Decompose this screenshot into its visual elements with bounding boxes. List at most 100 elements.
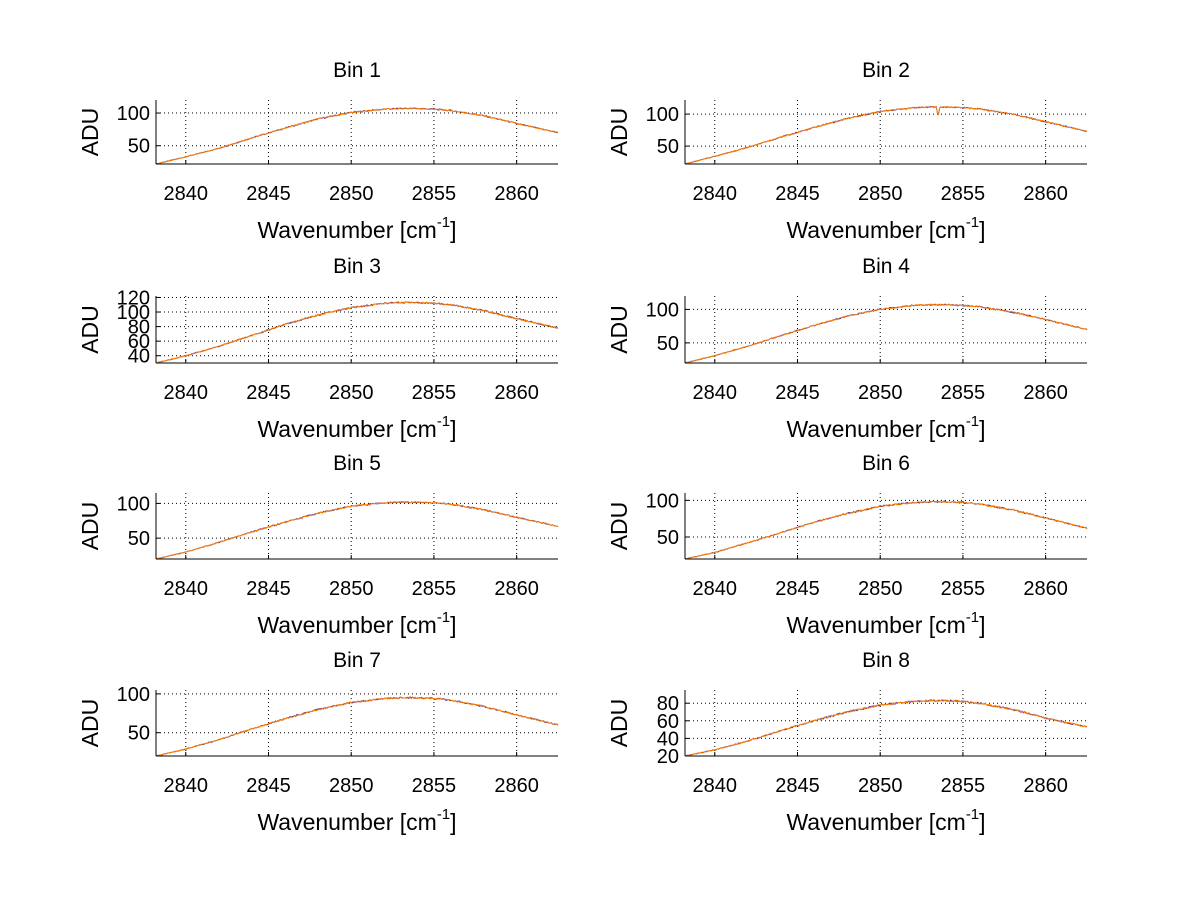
y-axis-label: ADU	[606, 108, 632, 157]
x-axis-label: Wavenumber [cm-1]	[257, 609, 456, 638]
x-tick-label: 2850	[858, 183, 903, 205]
x-tick-label: 2850	[329, 775, 374, 797]
x-tick-label: 2860	[494, 578, 539, 600]
x-tick-label: 2845	[246, 183, 291, 205]
y-axis-label: ADU	[77, 699, 103, 748]
x-tick-label: 2840	[164, 183, 209, 205]
x-tick-label: 2860	[1023, 183, 1068, 205]
x-tick-label: 2845	[775, 775, 820, 797]
x-tick-label: 2855	[412, 382, 457, 404]
x-tick-label: 2840	[164, 578, 209, 600]
y-tick-label: 50	[128, 136, 150, 158]
subplot-title: Bin 3	[333, 255, 381, 278]
y-tick-label: 40	[657, 728, 679, 750]
subplot-title: Bin 2	[862, 59, 910, 82]
y-tick-label: 100	[646, 490, 679, 512]
x-tick-label: 2845	[246, 382, 291, 404]
subplot-title: Bin 8	[862, 649, 910, 672]
subplot-7: 2840 2845 2850 2855 2860 50 100 Bin 7 Wavenumber…	[77, 649, 559, 835]
x-axis-label: Wavenumber [cm-1]	[786, 214, 985, 243]
y-tick-label: 100	[646, 104, 679, 126]
subplot-title: Bin 4	[862, 255, 910, 278]
y-axis-label: ADU	[606, 305, 632, 354]
plot-area	[685, 690, 1087, 756]
x-tick-label: 2840	[693, 382, 738, 404]
y-tick-label: 80	[657, 693, 679, 715]
subplot-1: 2840 2845 2850 2855 2860 50 100 Bin 1 Wavenumber…	[77, 59, 559, 243]
x-tick-label: 2850	[329, 578, 374, 600]
x-tick-label: 2840	[693, 775, 738, 797]
subplot-4: 2840 2845 2850 2855 2860 50 100 Bin 4 Wavenumber…	[606, 255, 1088, 442]
plot-area	[156, 493, 558, 559]
x-tick-label: 2860	[1023, 382, 1068, 404]
x-tick-label: 2840	[693, 183, 738, 205]
series-line-measured	[155, 500, 559, 560]
x-tick-label: 2850	[858, 578, 903, 600]
x-tick-label: 2860	[494, 382, 539, 404]
y-axis-label: ADU	[77, 305, 103, 354]
y-axis-label: ADU	[77, 502, 103, 551]
x-tick-label: 2845	[246, 775, 291, 797]
series-line-measured	[155, 301, 559, 364]
x-axis-label: Wavenumber [cm-1]	[257, 806, 456, 835]
y-tick-label: 20	[657, 746, 679, 768]
x-tick-label: 2860	[1023, 578, 1068, 600]
y-axis-label: ADU	[606, 502, 632, 551]
x-axis-label: Wavenumber [cm-1]	[786, 609, 985, 638]
series-line-measured	[684, 105, 1088, 165]
x-tick-label: 2845	[775, 382, 820, 404]
plot-area	[685, 296, 1087, 363]
x-tick-label: 2840	[164, 775, 209, 797]
series-line-measured	[684, 303, 1088, 364]
plot-area	[685, 100, 1087, 164]
x-tick-label: 2855	[412, 183, 457, 205]
y-tick-label: 50	[128, 723, 150, 745]
x-tick-label: 2850	[858, 382, 903, 404]
x-tick-label: 2855	[412, 775, 457, 797]
x-tick-label: 2855	[412, 578, 457, 600]
y-tick-label: 100	[117, 302, 150, 324]
x-axis-label: Wavenumber [cm-1]	[257, 413, 456, 442]
x-axis-label: Wavenumber [cm-1]	[786, 413, 985, 442]
plot-area	[156, 690, 558, 756]
y-tick-label: 60	[128, 331, 150, 353]
y-tick-label: 50	[657, 527, 679, 549]
x-tick-label: 2840	[693, 578, 738, 600]
x-axis-label: Wavenumber [cm-1]	[786, 806, 985, 835]
x-tick-label: 2850	[858, 775, 903, 797]
y-axis-label: ADU	[77, 108, 103, 157]
y-axis-label: ADU	[606, 699, 632, 748]
series-line-measured	[155, 696, 559, 757]
x-tick-label: 2860	[1023, 775, 1068, 797]
series-line-measured	[685, 500, 1088, 560]
y-tick-label: 80	[128, 317, 150, 339]
series-line-measured	[684, 699, 1088, 757]
y-tick-label: 100	[117, 684, 150, 706]
x-tick-label: 2850	[329, 382, 374, 404]
x-tick-label: 2850	[329, 183, 374, 205]
x-tick-label: 2840	[164, 382, 209, 404]
plot-area	[685, 493, 1087, 559]
x-axis-label: Wavenumber [cm-1]	[257, 214, 456, 243]
x-tick-label: 2860	[494, 775, 539, 797]
y-tick-label: 50	[657, 136, 679, 158]
x-tick-label: 2855	[941, 775, 986, 797]
x-tick-label: 2860	[494, 183, 539, 205]
y-tick-label: 40	[128, 346, 150, 368]
subplot-title: Bin 6	[862, 452, 910, 475]
y-tick-label: 60	[657, 711, 679, 733]
x-tick-label: 2845	[775, 578, 820, 600]
series-line-measured	[155, 107, 559, 165]
y-tick-label: 50	[128, 528, 150, 550]
subplot-5: 2840 2845 2850 2855 2860 50 100 Bin 5 Wavenumber…	[77, 452, 559, 638]
x-tick-label: 2855	[941, 183, 986, 205]
subplot-2: 2840 2845 2850 2855 2860 50 100 Bin 2 Wavenumber…	[606, 59, 1088, 243]
y-tick-label: 50	[657, 333, 679, 355]
x-tick-label: 2855	[941, 382, 986, 404]
y-tick-label: 120	[117, 287, 150, 309]
y-tick-label: 100	[117, 493, 150, 515]
plot-area	[156, 100, 558, 164]
subplot-title: Bin 7	[333, 649, 381, 672]
